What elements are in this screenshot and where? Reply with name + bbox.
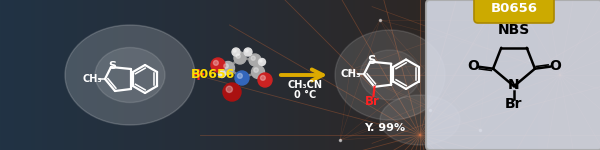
Circle shape <box>245 49 248 52</box>
FancyBboxPatch shape <box>474 0 554 23</box>
Ellipse shape <box>65 25 195 125</box>
Ellipse shape <box>335 30 445 120</box>
Circle shape <box>218 70 226 78</box>
Text: +: + <box>191 66 205 84</box>
Circle shape <box>258 73 272 87</box>
Text: S: S <box>108 61 116 71</box>
Circle shape <box>232 48 240 56</box>
Circle shape <box>223 83 241 101</box>
Circle shape <box>233 49 236 52</box>
Circle shape <box>260 60 262 62</box>
Circle shape <box>249 54 261 66</box>
Text: NBS: NBS <box>498 23 530 37</box>
FancyBboxPatch shape <box>426 0 600 150</box>
Text: CH₃: CH₃ <box>82 74 102 84</box>
Circle shape <box>251 66 265 78</box>
Circle shape <box>234 52 246 64</box>
Text: N: N <box>508 78 520 92</box>
Text: Br: Br <box>505 97 523 111</box>
Text: O: O <box>549 59 561 73</box>
Ellipse shape <box>95 48 165 102</box>
Ellipse shape <box>360 50 420 100</box>
Circle shape <box>254 68 259 72</box>
Text: CH₃: CH₃ <box>340 69 361 79</box>
Text: CH₃CN: CH₃CN <box>287 80 323 90</box>
Circle shape <box>235 71 249 85</box>
Circle shape <box>238 74 242 78</box>
Circle shape <box>214 60 218 65</box>
Text: Y. 99%: Y. 99% <box>364 123 406 133</box>
Circle shape <box>251 56 256 60</box>
Text: 0 °C: 0 °C <box>294 90 316 100</box>
Text: S: S <box>367 54 376 67</box>
Ellipse shape <box>380 95 460 145</box>
Circle shape <box>226 86 232 92</box>
Circle shape <box>236 54 240 58</box>
Circle shape <box>244 48 252 56</box>
Circle shape <box>221 61 235 75</box>
Circle shape <box>224 64 229 68</box>
Circle shape <box>220 72 222 74</box>
Circle shape <box>260 75 265 80</box>
Text: Br: Br <box>365 95 380 108</box>
Circle shape <box>259 58 265 66</box>
Text: B0656: B0656 <box>191 69 235 81</box>
Circle shape <box>211 58 225 72</box>
Text: O: O <box>467 59 479 73</box>
Text: B0656: B0656 <box>491 3 538 15</box>
